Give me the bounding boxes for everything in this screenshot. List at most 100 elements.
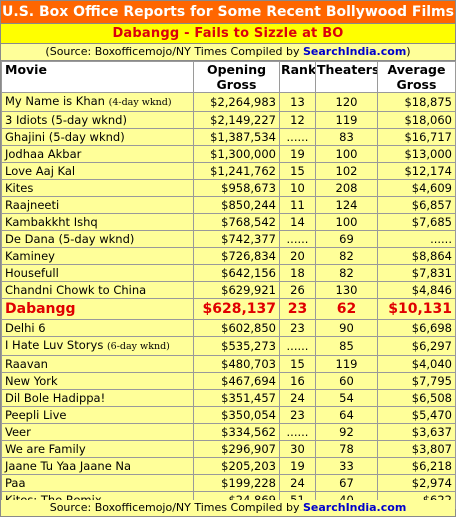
cell-average-gross: $4,846 (377, 281, 456, 299)
table-row: Kites $958,673 10 208 $4,609 (1, 179, 456, 197)
cell-rank: 14 (279, 213, 316, 231)
cell-theaters: 100 (315, 145, 378, 163)
cell-movie: Dil Bole Hadippa! (1, 389, 194, 407)
cell-average-gross: $6,297 (377, 336, 456, 356)
cell-rank: ...... (279, 336, 316, 356)
cell-opening-gross: $642,156 (193, 264, 280, 282)
column-header-theaters: Theaters (315, 61, 378, 93)
table-row: Kambakkht Ishq $768,542 14 100 $7,685 (1, 213, 456, 231)
cell-rank: 24 (279, 474, 316, 492)
cell-opening-gross: $351,457 (193, 389, 280, 407)
table-row: Housefull $642,156 18 82 $7,831 (1, 264, 456, 282)
cell-movie-note: (6-day wknd) (106, 341, 170, 352)
cell-rank: 23 (279, 406, 316, 424)
cell-opening-gross: $726,834 (193, 247, 280, 265)
cell-average-gross: $2,974 (377, 474, 456, 492)
cell-movie: I Hate Luv Storys (6-day wknd) (1, 336, 194, 356)
cell-movie: Kaminey (1, 247, 194, 265)
cell-movie: Chandni Chowk to China (1, 281, 194, 299)
cell-average-gross: $7,831 (377, 264, 456, 282)
cell-average-gross: $7,795 (377, 372, 456, 390)
cell-average-gross: $10,131 (377, 298, 456, 320)
cell-rank: 24 (279, 389, 316, 407)
cell-opening-gross: $467,694 (193, 372, 280, 390)
cell-movie: Dabangg (1, 298, 194, 320)
cell-theaters: 83 (315, 128, 378, 146)
cell-average-gross: $6,857 (377, 196, 456, 214)
cell-opening-gross: $2,149,227 (193, 111, 280, 129)
table-row: Raajneeti $850,244 11 124 $6,857 (1, 196, 456, 214)
cell-rank: ...... (279, 423, 316, 441)
table-row: De Dana (5-day wknd) $742,377...... 69....… (1, 230, 456, 248)
cell-opening-gross: $629,921 (193, 281, 280, 299)
cell-theaters: 82 (315, 264, 378, 282)
cell-rank: 26 (279, 281, 316, 299)
cell-movie: Paa (1, 474, 194, 492)
cell-movie: Veer (1, 423, 194, 441)
cell-average-gross: $4,609 (377, 179, 456, 197)
table-row-highlighted: Dabangg $628,137 23 62 $10,131 (1, 298, 456, 320)
cell-theaters: 33 (315, 457, 378, 475)
cell-movie: Raajneeti (1, 196, 194, 214)
footer-prefix: Source: Boxofficemojo/NY Times Compiled … (49, 501, 303, 514)
cell-theaters: 82 (315, 247, 378, 265)
cell-movie: Love Aaj Kal (1, 162, 194, 180)
cell-opening-gross: $296,907 (193, 440, 280, 458)
cell-average-gross: $8,864 (377, 247, 456, 265)
source-line: (Source: Boxofficemojo/NY Times Compiled… (1, 44, 455, 61)
cell-theaters: 90 (315, 319, 378, 337)
cell-theaters: 100 (315, 213, 378, 231)
cell-movie: My Name is Khan (4-day wknd) (1, 92, 194, 112)
cell-opening-gross: $205,203 (193, 457, 280, 475)
table-row: Dil Bole Hadippa! $351,457 24 54 $6,508 (1, 389, 456, 407)
cell-theaters: 119 (315, 355, 378, 373)
footer-site-link[interactable]: SearchIndia.com (302, 501, 407, 514)
cell-movie: Raavan (1, 355, 194, 373)
cell-average-gross: $18,060 (377, 111, 456, 129)
cell-average-gross: $16,717 (377, 128, 456, 146)
table-row: Raavan $480,703 15 119 $4,040 (1, 355, 456, 373)
cell-movie: We are Family (1, 440, 194, 458)
cell-theaters: 78 (315, 440, 378, 458)
cell-movie: Peepli Live (1, 406, 194, 424)
cell-opening-gross: $958,673 (193, 179, 280, 197)
cell-opening-gross: $1,241,762 (193, 162, 280, 180)
cell-opening-gross: $480,703 (193, 355, 280, 373)
cell-opening-gross: $850,244 (193, 196, 280, 214)
table-row: New York $467,694 16 60 $7,795 (1, 372, 456, 390)
table-row: We are Family $296,907 30 78 $3,807 (1, 440, 456, 458)
cell-movie: Jaane Tu Yaa Jaane Na (1, 457, 194, 475)
cell-opening-gross: $535,273 (193, 336, 280, 356)
column-header-movie: Movie (1, 61, 194, 93)
source-site-link[interactable]: SearchIndia.com (302, 45, 407, 58)
cell-rank: 20 (279, 247, 316, 265)
cell-movie: Kites (1, 179, 194, 197)
table-row: Peepli Live $350,054 23 64 $5,470 (1, 406, 456, 424)
cell-movie: De Dana (5-day wknd) (1, 230, 194, 248)
cell-rank: 12 (279, 111, 316, 129)
table-row: Jodhaa Akbar $1,300,000 19 100 $13,000 (1, 145, 456, 163)
cell-theaters: 60 (315, 372, 378, 390)
cell-rank: ...... (279, 128, 316, 146)
cell-theaters: 120 (315, 92, 378, 112)
cell-theaters: 124 (315, 196, 378, 214)
cell-rank: 11 (279, 196, 316, 214)
cell-average-gross: $3,807 (377, 440, 456, 458)
cell-opening-gross: $1,387,534 (193, 128, 280, 146)
table-row: I Hate Luv Storys (6-day wknd) $535,273..… (1, 336, 456, 356)
cell-opening-gross: $199,228 (193, 474, 280, 492)
cell-movie: Ghajini (5-day wknd) (1, 128, 194, 146)
cell-average-gross: $6,218 (377, 457, 456, 475)
cell-rank: 10 (279, 179, 316, 197)
cell-movie: 3 Idiots (5-day wknd) (1, 111, 194, 129)
cell-theaters: 64 (315, 406, 378, 424)
cell-average-gross: $3,637 (377, 423, 456, 441)
cell-opening-gross: $334,562 (193, 423, 280, 441)
cell-rank: 19 (279, 145, 316, 163)
table-header-row: Movie Opening Gross Rank Theaters Average… (1, 61, 456, 93)
cell-average-gross: ...... (377, 230, 456, 248)
cell-theaters: 130 (315, 281, 378, 299)
table-row: Ghajini (5-day wknd) $1,387,534...... 83 $1… (1, 128, 456, 146)
column-header-rank: Rank (279, 61, 316, 93)
